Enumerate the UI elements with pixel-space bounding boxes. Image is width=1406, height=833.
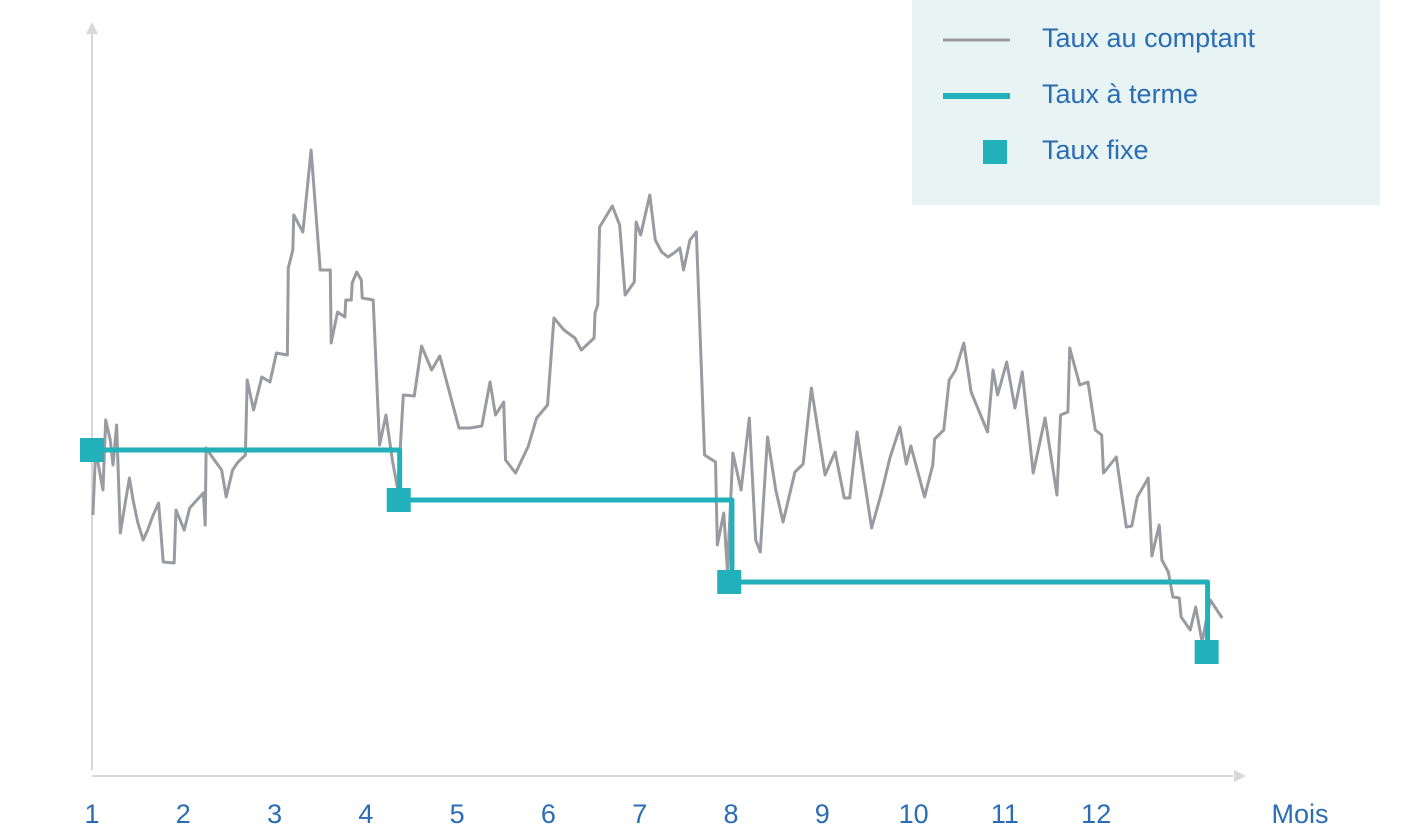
x-tick-label: 10 [899, 799, 929, 829]
x-tick-label: 6 [541, 799, 556, 829]
x-tick-label: 2 [176, 799, 191, 829]
x-tick-label: 4 [358, 799, 373, 829]
x-axis-label: Mois [1271, 799, 1328, 829]
legend-box [912, 0, 1380, 205]
marker [80, 438, 104, 462]
series-line [91, 148, 1224, 644]
legend-label: Taux fixe [1042, 135, 1149, 165]
marker [717, 570, 742, 594]
x-tick-label: 11 [991, 799, 1019, 829]
marker [1194, 640, 1219, 664]
legend-label: Taux au comptant [1042, 23, 1256, 53]
marker [386, 488, 411, 512]
x-tick-label: 12 [1081, 799, 1111, 829]
x-axis-arrow [1234, 770, 1246, 782]
x-tick-label: 3 [267, 799, 282, 829]
x-tick-label: 9 [815, 799, 830, 829]
legend-swatch [983, 140, 1007, 164]
x-tick-label: 8 [724, 799, 739, 829]
series-line [92, 447, 1211, 652]
x-tick-label: 5 [450, 799, 465, 829]
legend-label: Taux à terme [1042, 79, 1198, 109]
x-tick-label: 7 [632, 799, 647, 829]
x-tick-label: 1 [84, 799, 99, 829]
y-axis-arrow [86, 22, 98, 34]
